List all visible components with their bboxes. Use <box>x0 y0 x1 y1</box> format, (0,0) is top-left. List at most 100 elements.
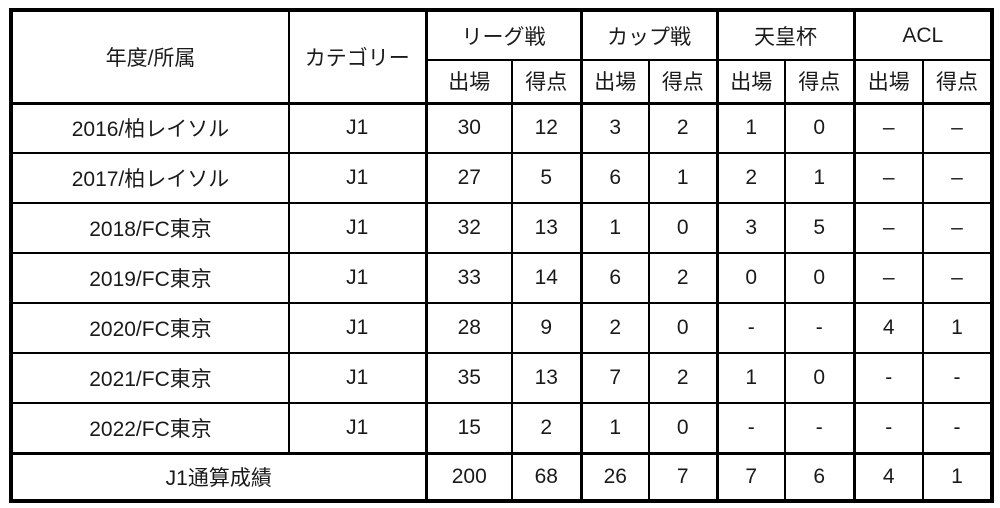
subheader-league-goals: 得点 <box>511 59 582 105</box>
stat-cell-emperors-cup-goals: 0 <box>784 252 855 304</box>
stat-cell-league-appearances: 33 <box>424 252 513 304</box>
stat-cell-cup-appearances: 6 <box>579 152 650 204</box>
total-emperors-cup-appearances: 7 <box>715 451 786 502</box>
table-row-2016: 2016/柏レイソル J1 30 12 3 2 1 0 – – <box>10 102 994 154</box>
stat-cell-acl-goals: – <box>921 202 994 254</box>
stat-cell-league-goals: 2 <box>511 402 582 454</box>
stat-cell-emperors-cup-goals: 5 <box>784 202 855 254</box>
total-row: J1通算成績 200 68 26 7 7 6 4 1 <box>10 451 994 502</box>
stat-cell-acl-goals: 1 <box>921 302 994 354</box>
stat-cell-league-appearances: 15 <box>424 402 513 454</box>
stat-cell-emperors-cup-appearances: 1 <box>715 102 786 154</box>
stat-cell-emperors-cup-appearances: - <box>715 302 786 354</box>
stat-cell-emperors-cup-goals: - <box>784 302 855 354</box>
total-cup-appearances: 26 <box>579 451 650 502</box>
year-club-cell: 2020/FC東京 <box>10 302 290 354</box>
stat-cell-league-goals: 5 <box>511 152 582 204</box>
table-row-2019: 2019/FC東京 J1 33 14 6 2 0 0 – – <box>10 252 994 304</box>
subheader-cup-goals: 得点 <box>648 59 718 105</box>
stat-cell-league-goals: 12 <box>511 102 582 154</box>
category-cell: J1 <box>288 202 427 254</box>
subheader-cup-appearances: 出場 <box>579 59 650 105</box>
stat-cell-emperors-cup-appearances: 2 <box>715 152 786 204</box>
stat-cell-cup-goals: 2 <box>648 102 718 154</box>
player-stats-table: 年度/所属 カテゴリー リーグ戦 カップ戦 天皇杯 ACL 出場 得点 出場 得… <box>9 8 995 503</box>
header-group-league: リーグ戦 <box>424 9 582 61</box>
stat-cell-emperors-cup-goals: - <box>784 402 855 454</box>
year-club-cell: 2016/柏レイソル <box>10 102 290 154</box>
subheader-emperors-cup-goals: 得点 <box>784 59 855 105</box>
total-acl-goals: 1 <box>921 451 994 502</box>
total-league-appearances: 200 <box>424 451 513 502</box>
category-cell: J1 <box>288 352 427 404</box>
stat-cell-league-appearances: 35 <box>424 352 513 404</box>
stat-cell-emperors-cup-goals: 0 <box>784 352 855 404</box>
stat-cell-cup-appearances: 3 <box>579 102 650 154</box>
stat-cell-league-appearances: 32 <box>424 202 513 254</box>
stat-cell-cup-appearances: 1 <box>579 402 650 454</box>
category-cell: J1 <box>288 402 427 454</box>
subheader-acl-appearances: 出場 <box>852 59 924 105</box>
header-group-cup: カップ戦 <box>579 9 718 61</box>
stat-cell-cup-appearances: 7 <box>579 352 650 404</box>
header-year-club: 年度/所属 <box>10 9 290 105</box>
stat-cell-acl-goals: - <box>921 352 994 404</box>
stat-cell-acl-goals: – <box>921 152 994 204</box>
stat-cell-emperors-cup-appearances: - <box>715 402 786 454</box>
stat-cell-acl-goals: - <box>921 402 994 454</box>
subheader-emperors-cup-appearances: 出場 <box>715 59 786 105</box>
category-cell: J1 <box>288 302 427 354</box>
stat-cell-league-goals: 13 <box>511 202 582 254</box>
table-row-2020: 2020/FC東京 J1 28 9 2 0 - - 4 1 <box>10 302 994 354</box>
stat-cell-emperors-cup-appearances: 1 <box>715 352 786 404</box>
header-category: カテゴリー <box>288 9 427 105</box>
total-emperors-cup-goals: 6 <box>784 451 855 502</box>
stat-cell-cup-goals: 0 <box>648 402 718 454</box>
stat-cell-acl-appearances: – <box>852 152 924 204</box>
subheader-league-appearances: 出場 <box>424 59 513 105</box>
stat-cell-league-appearances: 27 <box>424 152 513 204</box>
year-club-cell: 2021/FC東京 <box>10 352 290 404</box>
stat-cell-cup-appearances: 2 <box>579 302 650 354</box>
stat-cell-emperors-cup-appearances: 3 <box>715 202 786 254</box>
stat-cell-league-appearances: 30 <box>424 102 513 154</box>
stat-cell-acl-goals: – <box>921 102 994 154</box>
stat-cell-league-goals: 9 <box>511 302 582 354</box>
stat-cell-acl-appearances: - <box>852 352 924 404</box>
header-group-emperors-cup: 天皇杯 <box>715 9 855 61</box>
stat-cell-emperors-cup-goals: 1 <box>784 152 855 204</box>
table-row-2017: 2017/柏レイソル J1 27 5 6 1 2 1 – – <box>10 152 994 204</box>
header-group-acl: ACL <box>852 9 994 61</box>
stat-cell-acl-appearances: – <box>852 202 924 254</box>
stat-cell-emperors-cup-goals: 0 <box>784 102 855 154</box>
year-club-cell: 2019/FC東京 <box>10 252 290 304</box>
total-label-cell: J1通算成績 <box>10 451 427 502</box>
stat-cell-cup-appearances: 1 <box>579 202 650 254</box>
stat-cell-acl-goals: – <box>921 252 994 304</box>
subheader-acl-goals: 得点 <box>921 59 994 105</box>
category-cell: J1 <box>288 252 427 304</box>
stat-cell-league-goals: 13 <box>511 352 582 404</box>
total-acl-appearances: 4 <box>852 451 924 502</box>
stat-cell-emperors-cup-appearances: 0 <box>715 252 786 304</box>
stat-cell-league-appearances: 28 <box>424 302 513 354</box>
stat-cell-cup-appearances: 6 <box>579 252 650 304</box>
table-row-2022: 2022/FC東京 J1 15 2 1 0 - - - - <box>10 402 994 454</box>
stat-cell-acl-appearances: 4 <box>852 302 924 354</box>
total-cup-goals: 7 <box>648 451 718 502</box>
stat-cell-acl-appearances: – <box>852 252 924 304</box>
table-row-2021: 2021/FC東京 J1 35 13 7 2 1 0 - - <box>10 352 994 404</box>
year-club-cell: 2017/柏レイソル <box>10 152 290 204</box>
category-cell: J1 <box>288 152 427 204</box>
header-row-sub: 出場 得点 出場 得点 出場 得点 出場 得点 <box>11 59 994 105</box>
year-club-cell: 2018/FC東京 <box>10 202 290 254</box>
stat-cell-cup-goals: 1 <box>648 152 718 204</box>
table-row-2018: 2018/FC東京 J1 32 13 1 0 3 5 – – <box>10 202 994 254</box>
stat-cell-acl-appearances: – <box>852 102 924 154</box>
stat-cell-cup-goals: 2 <box>648 352 718 404</box>
total-league-goals: 68 <box>511 451 582 502</box>
stat-cell-acl-appearances: - <box>852 402 924 454</box>
header-row-groups: 年度/所属 カテゴリー リーグ戦 カップ戦 天皇杯 ACL <box>10 9 994 105</box>
stat-cell-cup-goals: 0 <box>648 202 718 254</box>
